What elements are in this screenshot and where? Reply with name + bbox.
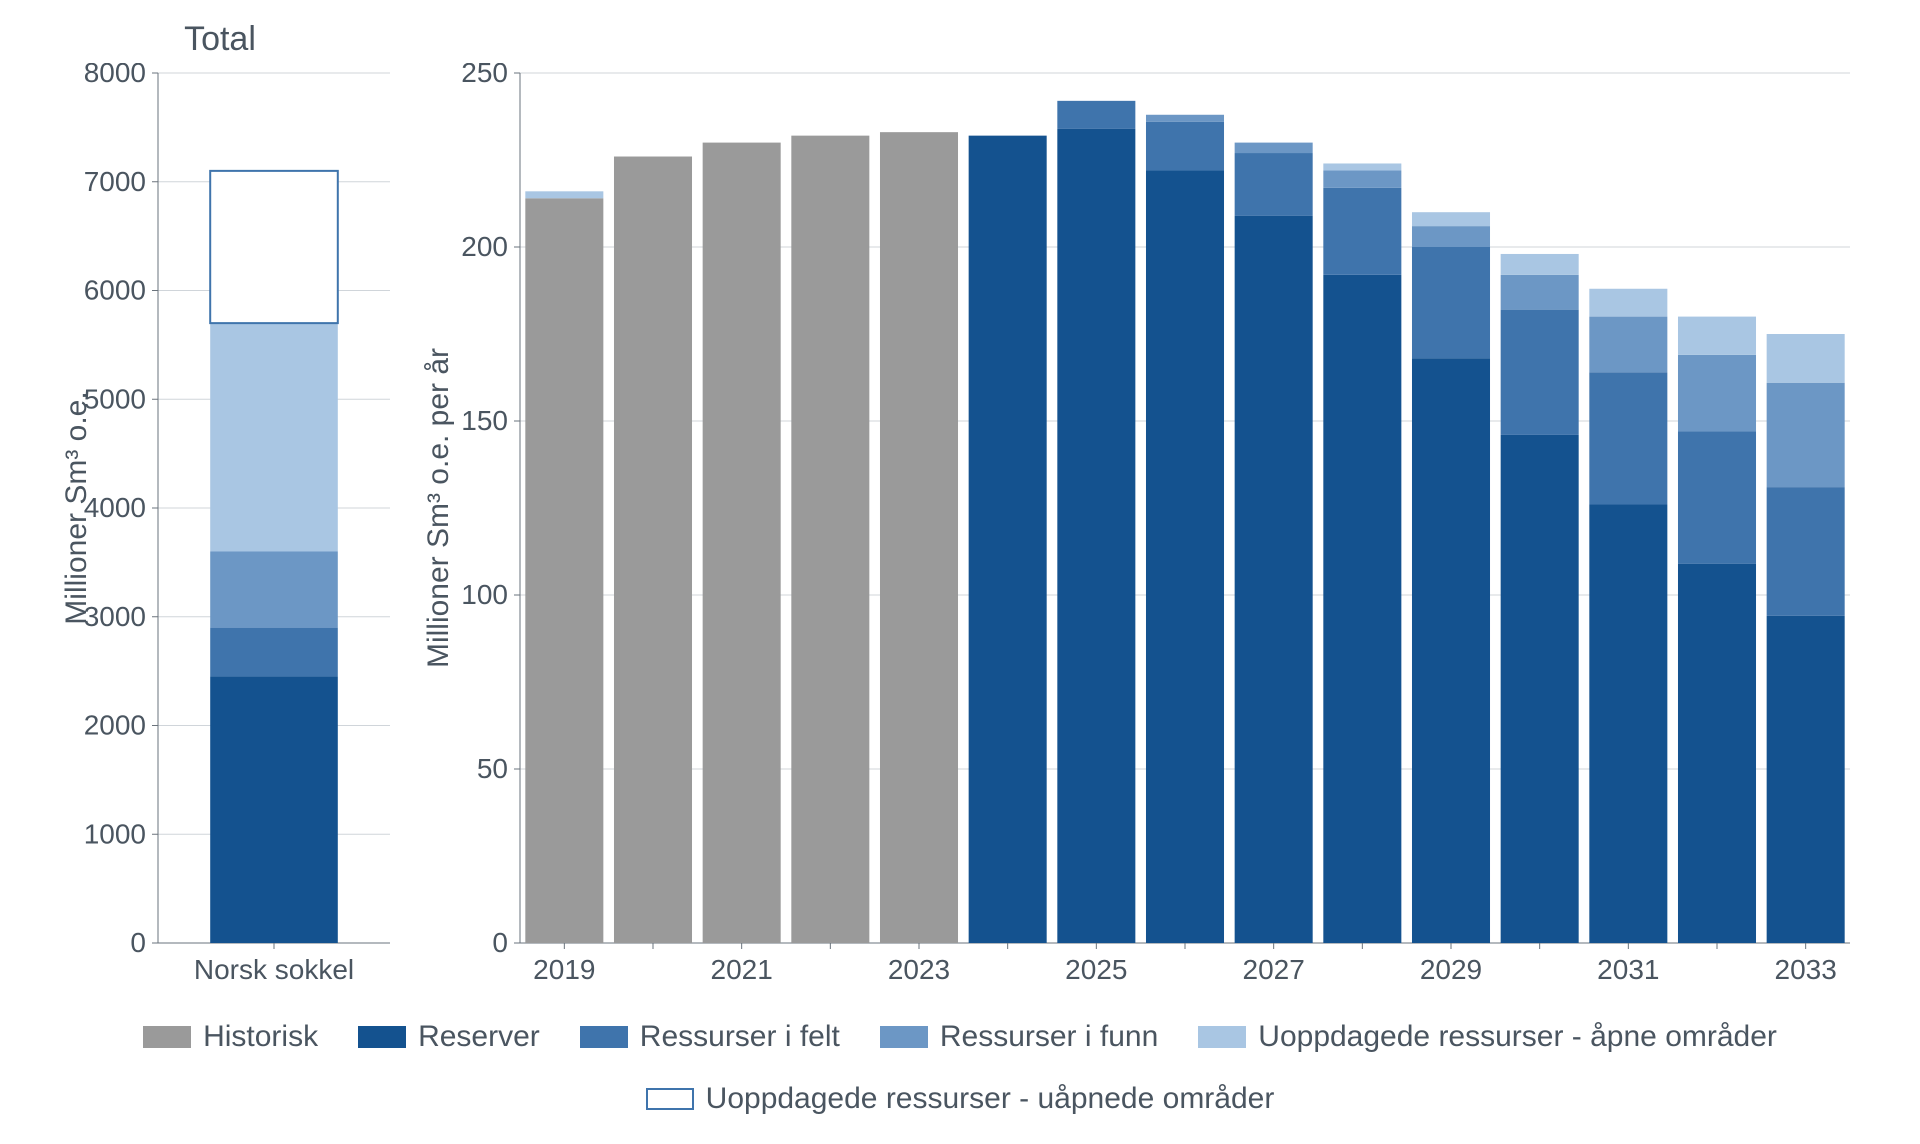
svg-text:250: 250 (461, 63, 508, 88)
svg-text:0: 0 (492, 927, 508, 958)
svg-text:Millioner Sm³ o.e.: Millioner Sm³ o.e. (60, 391, 93, 624)
svg-text:7000: 7000 (84, 166, 146, 197)
legend-label: Ressurser i felt (640, 1020, 840, 1054)
svg-text:6000: 6000 (84, 275, 146, 306)
left-chart-svg: 0 1000 2000 3000 4000 5000 6000 7000 8000 Million… (40, 63, 400, 1003)
right-chart-svg: 0 50 100 150 200 250 Millioner Sm³ o.e. per år… (400, 63, 1870, 1003)
svg-text:50: 50 (477, 753, 508, 784)
legend-label: Uoppdagede ressurser - åpne områder (1258, 1020, 1777, 1054)
svg-text:2019: 2019 (533, 954, 595, 985)
legend-swatch-reserver (358, 1026, 406, 1048)
svg-text:1000: 1000 (84, 818, 146, 849)
legend-swatch-historisk (143, 1026, 191, 1048)
svg-text:5000: 5000 (84, 383, 146, 414)
legend-item-ressurser_funn: Ressurser i funn (880, 1020, 1158, 1054)
svg-text:Norsk sokkel: Norsk sokkel (194, 954, 354, 985)
chart-container: Total 010002000300040005000600070008000M… (0, 0, 1920, 1144)
legend-label: Uoppdagede ressurser - uåpnede områder (706, 1082, 1275, 1116)
svg-text:2000: 2000 (84, 710, 146, 741)
svg-text:4000: 4000 (84, 492, 146, 523)
svg-text:0: 0 (130, 927, 146, 958)
legend-item-uoppdagede_uapnede: Uoppdagede ressurser - uåpnede områder (646, 1082, 1275, 1116)
left-chart: Total 0 1000 2000 3000 4000 5000 6000 7000 8000 M… (40, 20, 400, 1000)
svg-text:2025: 2025 (1065, 954, 1127, 985)
svg-text:2029: 2029 (1420, 954, 1482, 985)
charts-row: Total 010002000300040005000600070008000M… (40, 20, 1880, 1000)
svg-text:2027: 2027 (1243, 954, 1305, 985)
legend-swatch-ressurser_funn (880, 1026, 928, 1048)
legend-swatch-uoppdagede_uapnede (646, 1088, 694, 1110)
svg-text:100: 100 (461, 579, 508, 610)
legend-swatch-uoppdagede_apne (1198, 1026, 1246, 1048)
legend-item-reserver: Reserver (358, 1020, 540, 1054)
legend-swatch-ressurser_felt (580, 1026, 628, 1048)
svg-text:200: 200 (461, 231, 508, 262)
legend-label: Ressurser i funn (940, 1020, 1158, 1054)
right-chart: . 050100150200250Millioner Sm³ o.e. per … (400, 20, 1880, 1000)
legend-label: Reserver (418, 1020, 540, 1054)
svg-text:Millioner Sm³ o.e. per år: Millioner Sm³ o.e. per år (422, 348, 455, 668)
legend-label: Historisk (203, 1020, 318, 1054)
legend: Historisk Reserver Ressurser i felt Ressurs… (40, 1020, 1880, 1116)
left-chart-title: Total (40, 20, 400, 59)
svg-text:2031: 2031 (1597, 954, 1659, 985)
legend-item-ressurser_felt: Ressurser i felt (580, 1020, 840, 1054)
svg-text:2021: 2021 (711, 954, 773, 985)
svg-text:2033: 2033 (1775, 954, 1837, 985)
legend-item-uoppdagede_apne: Uoppdagede ressurser - åpne områder (1198, 1020, 1777, 1054)
svg-text:3000: 3000 (84, 601, 146, 632)
legend-item-historisk: Historisk (143, 1020, 318, 1054)
svg-text:150: 150 (461, 405, 508, 436)
svg-text:2023: 2023 (888, 954, 950, 985)
svg-text:8000: 8000 (84, 63, 146, 88)
